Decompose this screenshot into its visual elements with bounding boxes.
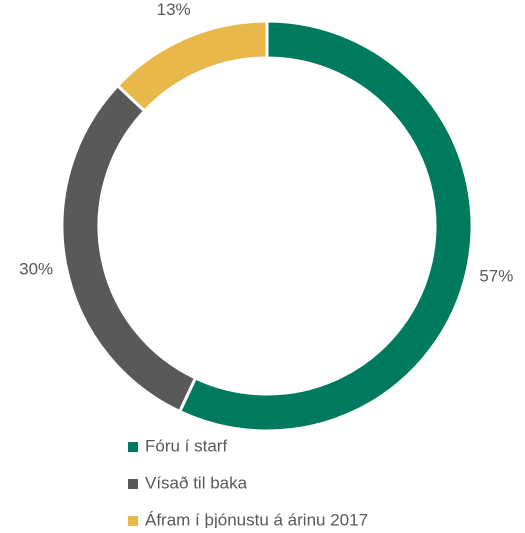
data-label: 13% xyxy=(157,0,191,19)
legend-label: Vísað til baka xyxy=(145,473,248,492)
legend-label: Áfram í þjónustu á árinu 2017 xyxy=(145,510,368,528)
data-label: 30% xyxy=(19,260,53,279)
legend-swatch xyxy=(128,479,138,489)
slice xyxy=(115,19,269,114)
slice xyxy=(60,83,198,414)
legend-label: Fóru í starf xyxy=(145,436,227,455)
legend-swatch xyxy=(128,516,138,526)
slice xyxy=(177,19,474,433)
legend-swatch xyxy=(128,442,138,452)
data-label: 57% xyxy=(479,267,513,286)
